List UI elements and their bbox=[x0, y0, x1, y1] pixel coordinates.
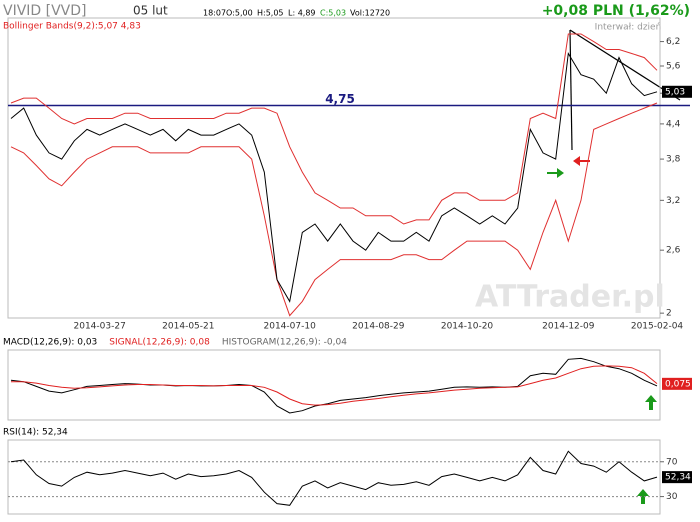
legend-entry: MACD(12,26,9): 0,03 bbox=[3, 338, 97, 348]
legend-entry: RSI(14): 52,34 bbox=[3, 428, 68, 438]
legend-entry: HISTOGRAM(12,26,9): -0,04 bbox=[222, 338, 347, 348]
y-tick-label: 70 bbox=[666, 457, 678, 467]
arrow bbox=[573, 156, 590, 166]
y-tick-label: 3,8 bbox=[666, 155, 681, 165]
high: H:5,05 bbox=[257, 9, 284, 18]
time: 18:07 bbox=[203, 9, 226, 18]
legend-entry: SIGNAL(12,26,9): 0,08 bbox=[109, 338, 210, 348]
y-tick-label: 5,6 bbox=[666, 62, 681, 72]
series-line bbox=[10, 450, 658, 506]
subtitle: Bollinger Bands(9,2):5,07 4,83 bbox=[3, 22, 141, 32]
trend-line bbox=[569, 29, 573, 151]
x-tick-label: 2014-12-09 bbox=[542, 322, 595, 332]
change: +0,08 PLN (1,62%) bbox=[542, 3, 690, 19]
trend-line bbox=[569, 29, 681, 101]
x-tick-label: 2014-10-20 bbox=[441, 322, 494, 332]
watermark: ATTrader.pl bbox=[475, 280, 665, 315]
y-tick-label: 3,2 bbox=[666, 196, 680, 206]
arrow bbox=[645, 395, 657, 410]
x-tick-label: 2014-07-10 bbox=[264, 322, 317, 332]
y-tick-label: 6,2 bbox=[666, 37, 680, 47]
x-tick-label: 2014-05-21 bbox=[162, 322, 214, 332]
last-value-label: 5,03 bbox=[665, 87, 685, 97]
panel bbox=[7, 439, 661, 515]
arrow bbox=[547, 168, 564, 178]
y-tick-label: 30 bbox=[666, 492, 678, 502]
reference-label: 4,75 bbox=[325, 92, 355, 106]
last-value-label: 0,075 bbox=[665, 379, 691, 389]
volume: Vol:12720 bbox=[350, 9, 390, 18]
last-value-box bbox=[662, 85, 692, 98]
series-line bbox=[10, 51, 658, 303]
arrow bbox=[637, 489, 649, 504]
symbol: VIVID [VVD] bbox=[3, 3, 87, 19]
series-line bbox=[10, 357, 658, 414]
panel bbox=[7, 349, 661, 421]
last-value-label: 52,34 bbox=[665, 473, 691, 483]
series-line bbox=[11, 365, 658, 406]
x-tick-label: 2014-08-29 bbox=[352, 322, 405, 332]
y-tick-label: 2,6 bbox=[666, 246, 681, 256]
open: O:5,00 bbox=[226, 9, 253, 18]
interval: Interwał: dzień bbox=[595, 23, 662, 33]
last-value-box bbox=[662, 377, 692, 390]
low: L: 4,89 bbox=[288, 9, 316, 18]
close: C:5,03 bbox=[320, 9, 346, 18]
series-line bbox=[10, 33, 658, 225]
last-value-box bbox=[662, 471, 692, 484]
date: 05 lut bbox=[133, 4, 168, 18]
y-tick-label: 2 bbox=[666, 309, 672, 319]
y-tick-label: 4,4 bbox=[666, 119, 681, 129]
panel bbox=[7, 17, 661, 319]
x-tick-label: 2014-03-27 bbox=[74, 322, 126, 332]
series-line bbox=[10, 102, 658, 317]
x-tick-label: 2015-02-04 bbox=[631, 322, 684, 332]
